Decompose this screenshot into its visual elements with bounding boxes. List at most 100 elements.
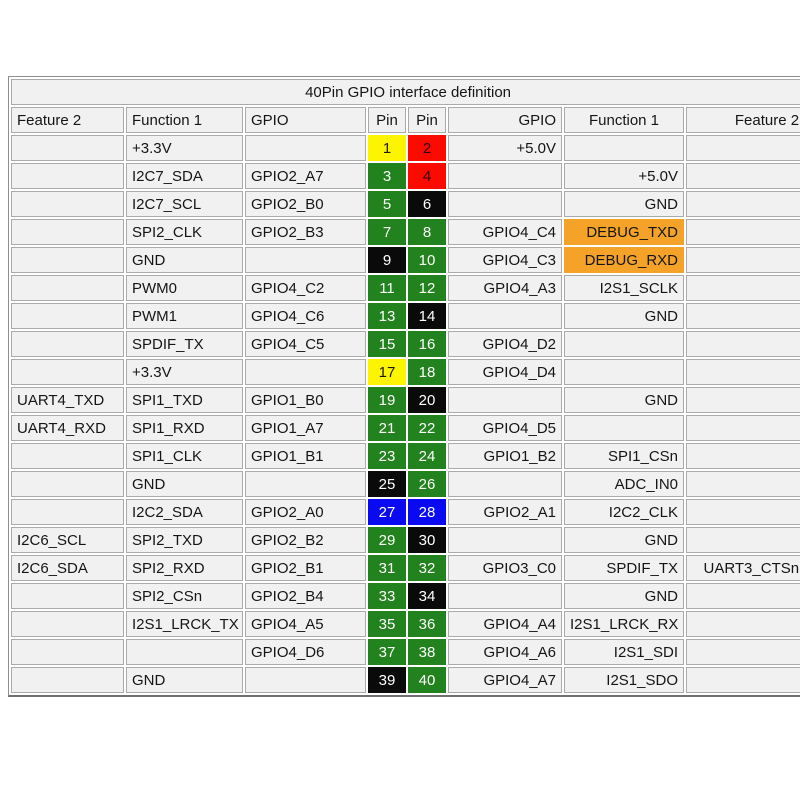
pin-left-cell: 37 xyxy=(368,639,406,665)
feature2-right-cell xyxy=(686,247,800,273)
gpio-left-cell xyxy=(245,667,366,693)
gpio-left-cell: GPIO1_B1 xyxy=(245,443,366,469)
function1-left-cell: SPI2_CLK xyxy=(126,219,243,245)
function1-right-cell: I2S1_SDO xyxy=(564,667,684,693)
feature2-left-cell xyxy=(11,359,124,385)
pin-left-cell: 3 xyxy=(368,163,406,189)
feature2-right-cell xyxy=(686,359,800,385)
gpio-left-cell: GPIO2_A0 xyxy=(245,499,366,525)
feature2-right-cell xyxy=(686,387,800,413)
feature2-right-cell xyxy=(686,275,800,301)
feature2-left-cell xyxy=(11,303,124,329)
feature2-right-cell xyxy=(686,331,800,357)
feature2-left-cell xyxy=(11,471,124,497)
feature2-right-cell xyxy=(686,135,800,161)
function1-left-cell: I2C2_SDA xyxy=(126,499,243,525)
pin-left-cell: 17 xyxy=(368,359,406,385)
function1-left-cell: SPDIF_TX xyxy=(126,331,243,357)
gpio-left-cell: GPIO4_A5 xyxy=(245,611,366,637)
function1-left-cell: I2C7_SCL xyxy=(126,191,243,217)
function1-right-cell: GND xyxy=(564,583,684,609)
gpio-left-cell: GPIO2_B2 xyxy=(245,527,366,553)
gpio-left-cell: GPIO1_B0 xyxy=(245,387,366,413)
gpio-right-cell: GPIO4_D5 xyxy=(448,415,562,441)
function1-left-cell: SPI2_TXD xyxy=(126,527,243,553)
function1-right-cell: DEBUG_TXD xyxy=(564,219,684,245)
function1-left-cell: GND xyxy=(126,247,243,273)
feature2-right-cell xyxy=(686,303,800,329)
pin-row: +3.3V 1 2 +5.0V xyxy=(11,135,800,161)
gpio-right-cell xyxy=(448,303,562,329)
pin-left-cell: 29 xyxy=(368,527,406,553)
function1-right-cell: I2S1_LRCK_RX xyxy=(564,611,684,637)
feature2-left-cell: I2C6_SCL xyxy=(11,527,124,553)
pin-row: I2C6_SDA SPI2_RXD GPIO2_B1 31 32 GPIO3_C0 SPDI… xyxy=(11,555,800,581)
gpio-right-cell xyxy=(448,527,562,553)
pin-row: I2C7_SCL GPIO2_B0 5 6 GND xyxy=(11,191,800,217)
function1-right-cell: GND xyxy=(564,303,684,329)
gpio-right-cell xyxy=(448,163,562,189)
pin-right-cell: 20 xyxy=(408,387,446,413)
pin-left-cell: 25 xyxy=(368,471,406,497)
pin-right-cell: 34 xyxy=(408,583,446,609)
pin-row: UART4_TXD SPI1_TXD GPIO1_B0 19 20 GND xyxy=(11,387,800,413)
gpio-left-cell: GPIO2_B1 xyxy=(245,555,366,581)
pin-left-cell: 1 xyxy=(368,135,406,161)
feature2-left-cell xyxy=(11,443,124,469)
gpio-left-cell: GPIO1_A7 xyxy=(245,415,366,441)
gpio-left-cell: GPIO2_B4 xyxy=(245,583,366,609)
gpio-left-cell xyxy=(245,359,366,385)
function1-right-cell xyxy=(564,135,684,161)
pin-right-cell: 8 xyxy=(408,219,446,245)
header-pin-left: Pin xyxy=(368,107,406,133)
function1-left-cell: SPI1_RXD xyxy=(126,415,243,441)
feature2-right-cell xyxy=(686,667,800,693)
pin-left-cell: 13 xyxy=(368,303,406,329)
feature2-left-cell xyxy=(11,611,124,637)
feature2-left-cell xyxy=(11,163,124,189)
function1-left-cell xyxy=(126,639,243,665)
pin-row: UART4_RXD SPI1_RXD GPIO1_A7 21 22 GPIO4_D5 xyxy=(11,415,800,441)
gpio-left-cell xyxy=(245,471,366,497)
pin-left-cell: 21 xyxy=(368,415,406,441)
gpio-left-cell: GPIO4_C5 xyxy=(245,331,366,357)
gpio-pinout-table: 40Pin GPIO interface definition Feature … xyxy=(8,76,800,697)
function1-left-cell: +3.3V xyxy=(126,359,243,385)
function1-right-cell: GND xyxy=(564,191,684,217)
pin-left-cell: 39 xyxy=(368,667,406,693)
feature2-left-cell: I2C6_SDA xyxy=(11,555,124,581)
pin-right-cell: 40 xyxy=(408,667,446,693)
function1-left-cell: SPI1_CLK xyxy=(126,443,243,469)
pin-right-cell: 28 xyxy=(408,499,446,525)
function1-left-cell: I2C7_SDA xyxy=(126,163,243,189)
pin-left-cell: 11 xyxy=(368,275,406,301)
function1-right-cell xyxy=(564,359,684,385)
function1-left-cell: PWM1 xyxy=(126,303,243,329)
pin-table-body: +3.3V 1 2 +5.0V I2C7_SDA GPIO2_A7 3 4 +5.0V I2C7_… xyxy=(11,135,800,693)
pin-right-cell: 36 xyxy=(408,611,446,637)
header-function1-left: Function 1 xyxy=(126,107,243,133)
feature2-right-cell xyxy=(686,443,800,469)
function1-right-cell: DEBUG_RXD xyxy=(564,247,684,273)
pin-left-cell: 19 xyxy=(368,387,406,413)
gpio-right-cell xyxy=(448,471,562,497)
gpio-right-cell: GPIO4_D2 xyxy=(448,331,562,357)
feature2-right-cell: UART3_CTSn xyxy=(686,555,800,581)
gpio-right-cell: GPIO4_D4 xyxy=(448,359,562,385)
gpio-left-cell: GPIO4_C6 xyxy=(245,303,366,329)
function1-right-cell: SPDIF_TX xyxy=(564,555,684,581)
pin-right-cell: 10 xyxy=(408,247,446,273)
pin-right-cell: 24 xyxy=(408,443,446,469)
pin-right-cell: 4 xyxy=(408,163,446,189)
pin-right-cell: 14 xyxy=(408,303,446,329)
function1-right-cell: I2C2_CLK xyxy=(564,499,684,525)
gpio-right-cell xyxy=(448,583,562,609)
pin-left-cell: 7 xyxy=(368,219,406,245)
feature2-left-cell: UART4_TXD xyxy=(11,387,124,413)
feature2-left-cell xyxy=(11,639,124,665)
pin-row: GND 9 10 GPIO4_C3 DEBUG_RXD xyxy=(11,247,800,273)
feature2-left-cell xyxy=(11,219,124,245)
gpio-pinout-table-container: 40Pin GPIO interface definition Feature … xyxy=(8,76,800,697)
pin-row: GND 39 40 GPIO4_A7 I2S1_SDO xyxy=(11,667,800,693)
feature2-right-cell xyxy=(686,471,800,497)
